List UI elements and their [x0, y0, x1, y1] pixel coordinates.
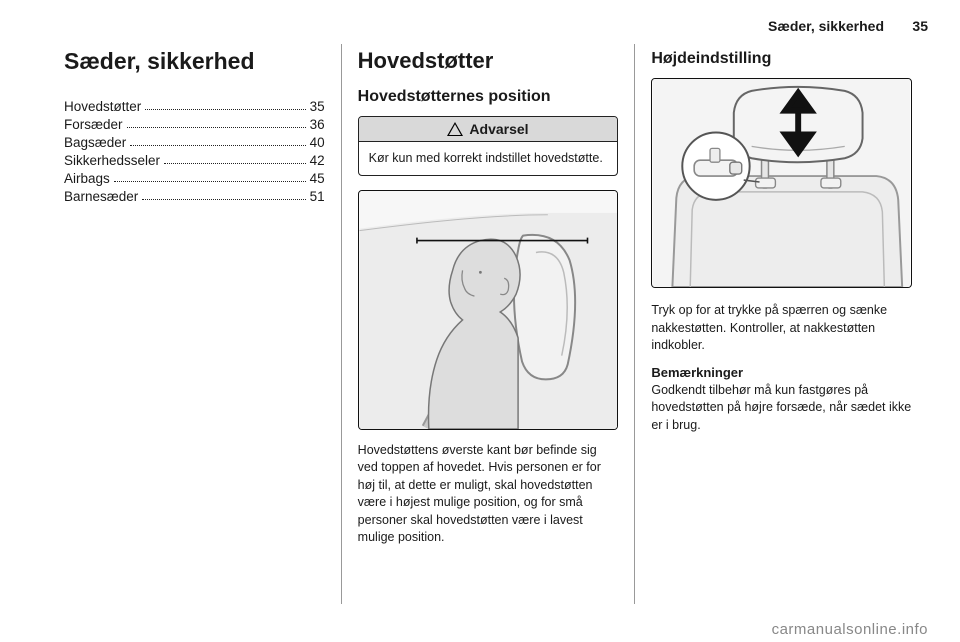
toc-label: Bagsæder	[64, 135, 126, 150]
toc-leader	[142, 199, 305, 200]
column-1: Sæder, sikkerhed Hovedstøtter 35 Forsæde…	[48, 44, 341, 604]
toc-page: 40	[310, 135, 325, 150]
chapter-title: Sæder, sikkerhed	[64, 48, 325, 75]
headrest-adjust-figure	[651, 78, 912, 288]
toc-leader	[127, 127, 306, 128]
toc-page: 45	[310, 171, 325, 186]
toc-leader	[145, 109, 305, 110]
toc-leader	[114, 181, 306, 182]
column-2: Hovedstøtter Hovedstøtternes position Ad…	[341, 44, 635, 604]
column-3: Højdeindstilling	[634, 44, 928, 604]
note-body: Godkendt tilbehør må kun fastgøres på ho…	[651, 382, 912, 435]
note-heading: Bemærkninger	[651, 365, 912, 380]
manual-page: Sæder, sikkerhed 35 Sæder, sikkerhed Hov…	[0, 0, 960, 642]
toc-label: Barnesæder	[64, 189, 138, 204]
toc-label: Hovedstøtter	[64, 99, 141, 114]
toc-row: Hovedstøtter 35	[64, 99, 325, 114]
toc-label: Airbags	[64, 171, 110, 186]
toc-row: Sikkerhedsseler 42	[64, 153, 325, 168]
subsection-title: Hovedstøtternes position	[358, 88, 619, 106]
toc-page: 36	[310, 117, 325, 132]
toc-page: 35	[310, 99, 325, 114]
warning-header: Advarsel	[359, 117, 618, 142]
headrest-position-figure	[358, 190, 619, 430]
warning-title: Advarsel	[469, 121, 528, 137]
headrest-adjust-caption: Tryk op for at trykke på spærren og sænk…	[651, 302, 912, 355]
warning-body: Kør kun med korrekt indstillet hovedstøt…	[359, 142, 618, 175]
table-of-contents: Hovedstøtter 35 Forsæder 36 Bagsæder 40 …	[64, 99, 325, 204]
page-header: Sæder, sikkerhed 35	[48, 18, 928, 34]
watermark-footer: carmanualsonline.info	[772, 621, 928, 638]
toc-page: 51	[310, 189, 325, 204]
warning-triangle-icon	[447, 122, 463, 136]
toc-row: Airbags 45	[64, 171, 325, 186]
toc-row: Barnesæder 51	[64, 189, 325, 204]
toc-row: Forsæder 36	[64, 117, 325, 132]
section-title: Hovedstøtter	[358, 48, 619, 74]
warning-box: Advarsel Kør kun med korrekt indstillet …	[358, 116, 619, 176]
headrest-position-caption: Hovedstøttens øverste kant bør befinde s…	[358, 442, 619, 547]
toc-page: 42	[310, 153, 325, 168]
header-section-title: Sæder, sikkerhed	[768, 18, 884, 34]
toc-leader	[164, 163, 306, 164]
toc-leader	[130, 145, 305, 146]
subsection-title: Højdeindstilling	[651, 50, 912, 68]
toc-row: Bagsæder 40	[64, 135, 325, 150]
header-page-number: 35	[904, 18, 928, 34]
content-columns: Sæder, sikkerhed Hovedstøtter 35 Forsæde…	[48, 44, 928, 604]
toc-label: Forsæder	[64, 117, 123, 132]
toc-label: Sikkerhedsseler	[64, 153, 160, 168]
